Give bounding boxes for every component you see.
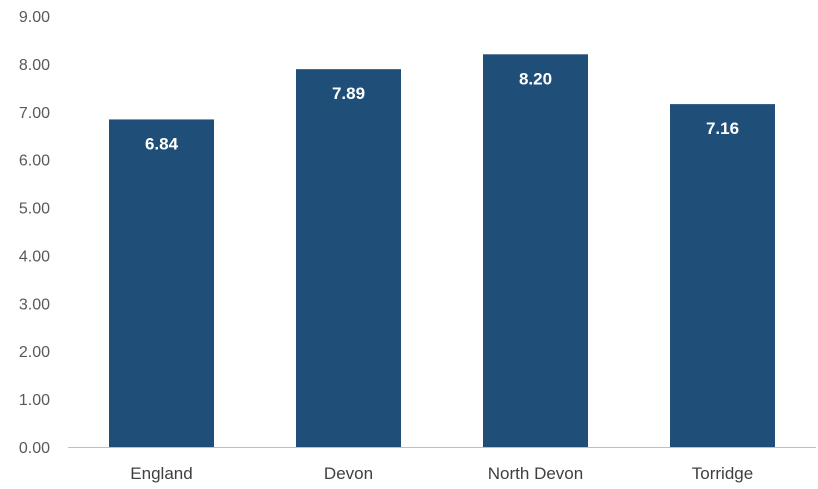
bar-north-devon (483, 54, 588, 448)
data-label: 7.89 (332, 84, 365, 103)
x-category-label: Torridge (692, 464, 753, 483)
x-axis-categories: England Devon North Devon Torridge (130, 464, 753, 483)
x-category-label: Devon (324, 464, 373, 483)
bar-series (109, 54, 775, 448)
y-tick-label: 4.00 (19, 248, 50, 265)
y-tick-label: 5.00 (19, 201, 50, 218)
x-category-label: North Devon (488, 464, 583, 483)
y-tick-label: 8.00 (19, 57, 50, 74)
data-label: 6.84 (145, 134, 179, 153)
y-tick-label: 3.00 (19, 296, 50, 313)
y-tick-label: 7.00 (19, 105, 50, 122)
x-category-label: England (130, 464, 192, 483)
y-tick-label: 9.00 (19, 9, 50, 26)
data-label: 7.16 (706, 119, 739, 138)
y-tick-label: 6.00 (19, 153, 50, 170)
y-tick-label: 2.00 (19, 344, 50, 361)
data-label: 8.20 (519, 69, 552, 88)
bar-devon (296, 69, 401, 447)
y-axis-ticks: 0.00 1.00 2.00 3.00 4.00 5.00 6.00 7.00 8.00 9.00 (19, 9, 50, 457)
y-tick-label: 0.00 (19, 440, 50, 457)
bar-torridge (670, 104, 775, 448)
y-tick-label: 1.00 (19, 392, 50, 409)
data-labels: 6.84 7.89 8.20 7.16 (145, 69, 739, 153)
bar-england (109, 119, 214, 447)
